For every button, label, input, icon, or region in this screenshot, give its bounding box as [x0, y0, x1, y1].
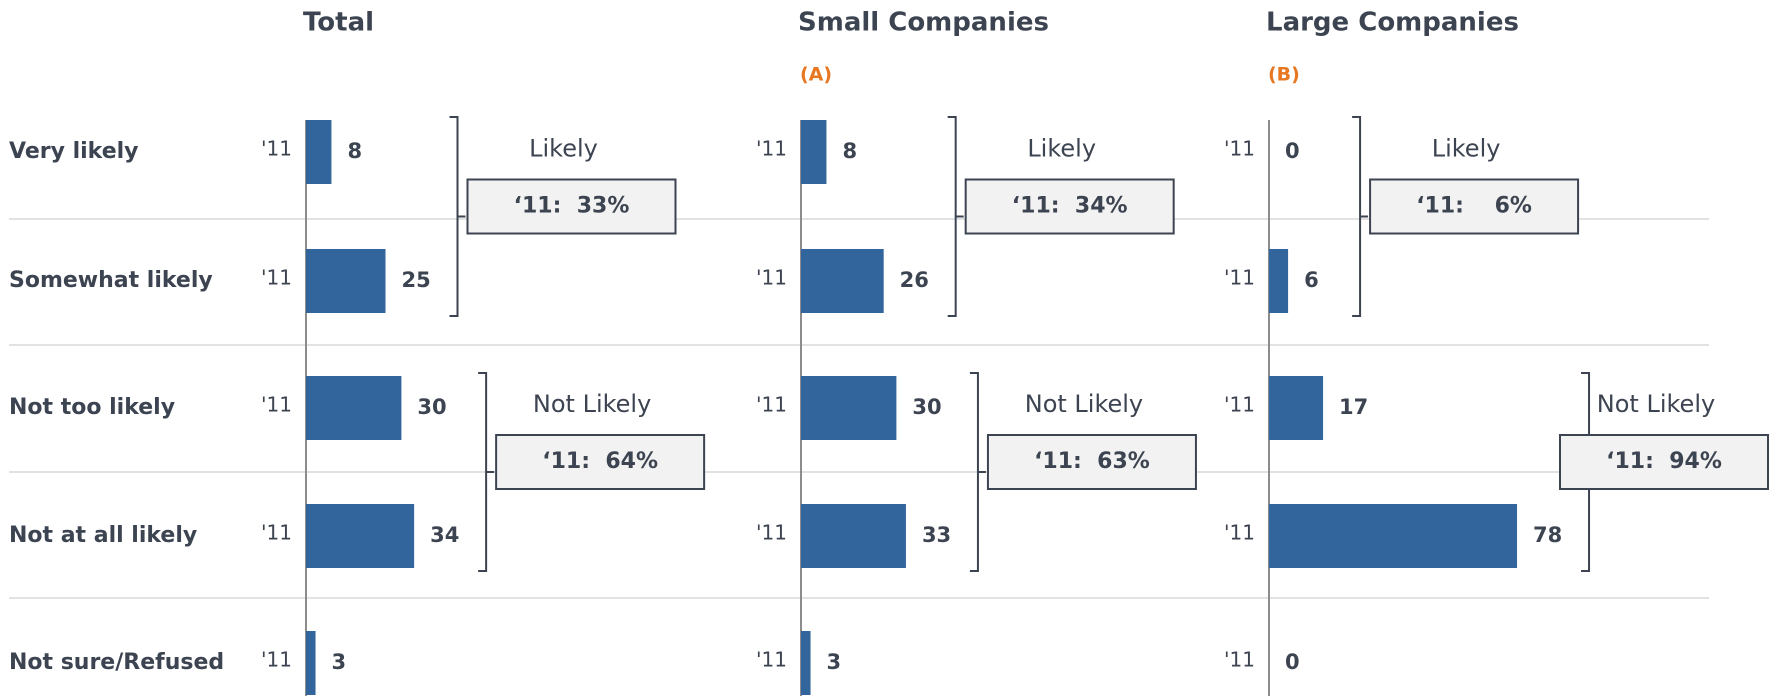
group-box [1369, 178, 1580, 235]
panel-subtitle: (A) [800, 64, 832, 86]
bar [306, 631, 316, 695]
period-label: '11 [1224, 266, 1255, 290]
panel-subtitle: (B) [1268, 64, 1300, 86]
group-box [964, 178, 1175, 235]
bracket [969, 372, 986, 572]
bar [1269, 376, 1324, 440]
bar [801, 120, 827, 184]
group-label: ‘11: 63% [1034, 449, 1150, 474]
category-label: Very likely [9, 139, 139, 164]
value-label: 3 [332, 650, 347, 674]
group-label: ‘11: 94% [1606, 449, 1722, 474]
period-label: '11 [756, 648, 787, 672]
period-label: '11 [261, 393, 292, 417]
period-label: '11 [261, 137, 292, 161]
value-label: 30 [417, 395, 446, 419]
group-name: Likely [1432, 135, 1501, 163]
value-label: 33 [922, 523, 951, 547]
value-label: 78 [1533, 523, 1562, 547]
category-label: Not sure/Refused [9, 650, 224, 675]
bar [1269, 249, 1289, 313]
period-label: '11 [756, 521, 787, 545]
panel-title: Total [303, 8, 374, 38]
period-label: '11 [1224, 521, 1255, 545]
value-label: 8 [842, 139, 857, 163]
bracket [947, 116, 964, 317]
group-label: ‘11: 64% [542, 449, 658, 474]
bar [801, 631, 811, 695]
value-label: 8 [347, 139, 362, 163]
group-name: Not Likely [1597, 390, 1715, 418]
group-label: ‘11: 6% [1416, 194, 1532, 219]
period-label: '11 [756, 393, 787, 417]
value-label: 26 [900, 268, 929, 292]
group-box [986, 434, 1197, 490]
bracket [478, 372, 495, 572]
group-label: ‘11: 33% [514, 194, 630, 219]
bar [306, 249, 386, 313]
value-label: 3 [827, 650, 842, 674]
bracket [1352, 116, 1369, 317]
category-label: Not too likely [9, 395, 175, 420]
period-label: '11 [1224, 648, 1255, 672]
value-label: 6 [1304, 268, 1319, 292]
group-name: Not Likely [533, 390, 651, 418]
panel-title: Small Companies [798, 8, 1049, 38]
bar [801, 249, 884, 313]
period-label: '11 [756, 137, 787, 161]
category-label: Somewhat likely [9, 268, 213, 293]
period-label: '11 [1224, 137, 1255, 161]
value-label: 0 [1285, 139, 1300, 163]
period-label: '11 [1224, 393, 1255, 417]
group-name: Likely [1027, 135, 1096, 163]
value-label: 25 [402, 268, 431, 292]
group-box [466, 178, 677, 235]
bar [306, 504, 415, 568]
period-label: '11 [261, 521, 292, 545]
group-box [495, 434, 706, 490]
value-label: 34 [430, 523, 459, 547]
bar [801, 376, 897, 440]
value-label: 17 [1339, 395, 1368, 419]
bar [801, 504, 906, 568]
value-label: 0 [1285, 650, 1300, 674]
group-box [1559, 434, 1769, 490]
category-label: Not at all likely [9, 523, 197, 548]
bar [306, 120, 332, 184]
group-name: Likely [529, 135, 598, 163]
bar [306, 376, 402, 440]
period-label: '11 [261, 648, 292, 672]
period-label: '11 [756, 266, 787, 290]
bracket [449, 116, 466, 317]
group-name: Not Likely [1025, 390, 1143, 418]
panel-title: Large Companies [1266, 8, 1519, 38]
value-label: 30 [912, 395, 941, 419]
period-label: '11 [261, 266, 292, 290]
bar [1269, 504, 1518, 568]
group-label: ‘11: 34% [1012, 194, 1128, 219]
